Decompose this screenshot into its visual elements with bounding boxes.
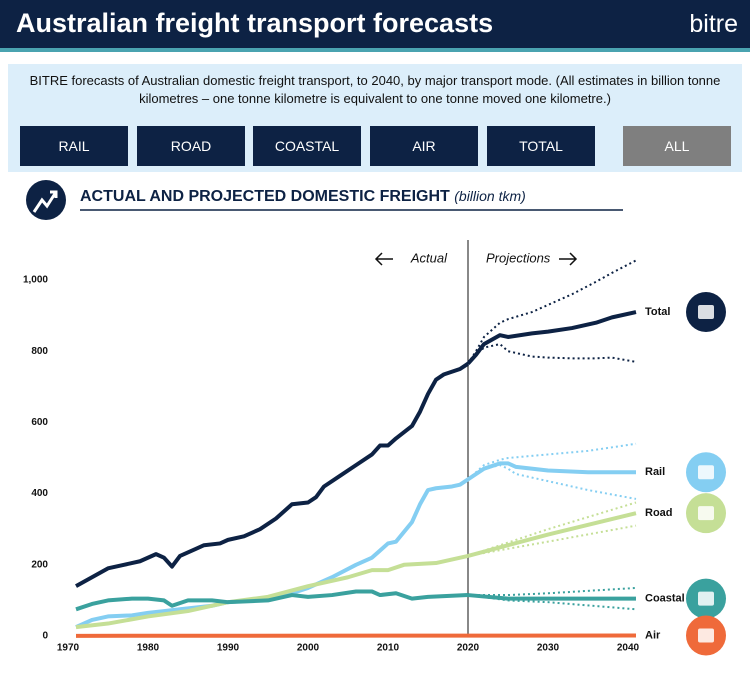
arrow-right xyxy=(559,252,578,266)
x-tick-label: 2040 xyxy=(617,643,640,654)
legend-label: Total xyxy=(645,306,670,318)
filter-button[interactable]: ALL xyxy=(623,126,731,166)
filter-button[interactable]: RAIL xyxy=(20,126,128,166)
arrow-left xyxy=(374,252,393,266)
projection-bound xyxy=(467,501,637,557)
page-title: Australian freight transport forecasts xyxy=(16,8,494,38)
description: BITRE forecasts of Australian domestic f… xyxy=(29,73,721,106)
x-tick-label: 1970 xyxy=(57,643,80,654)
x-tick-label: 2020 xyxy=(457,643,480,654)
chart-subtitle: (billion tkm) xyxy=(454,188,526,204)
series-line xyxy=(467,593,636,601)
chart-icon xyxy=(26,180,66,220)
x-tick-label: 2000 xyxy=(297,643,320,654)
y-tick-label: 0 xyxy=(42,631,48,642)
projection-bound xyxy=(467,343,637,365)
legend-icon-glyph xyxy=(698,465,714,480)
legend-icon-glyph xyxy=(698,305,714,320)
legend-label: Air xyxy=(645,629,661,641)
x-tick-label: 1980 xyxy=(137,643,160,654)
legend-label: Road xyxy=(645,507,673,519)
chart: ACTUAL AND PROJECTED DOMESTIC FREIGHT (b… xyxy=(23,180,726,656)
projection-bound xyxy=(467,259,637,365)
y-tick-label: 400 xyxy=(31,488,48,499)
filter-button[interactable]: AIR xyxy=(370,126,478,166)
series-line xyxy=(466,310,637,365)
series-line xyxy=(467,511,637,558)
series-line xyxy=(75,361,470,588)
chart-title-text: ACTUAL AND PROJECTED DOMESTIC FREIGHT xyxy=(80,188,450,205)
filter-button[interactable]: ROAD xyxy=(137,126,245,166)
y-tick-label: 1,000 xyxy=(23,275,48,286)
x-tick-label: 1990 xyxy=(217,643,240,654)
x-tick-label: 2010 xyxy=(377,643,400,654)
filter-button[interactable]: TOTAL xyxy=(487,126,595,166)
legend-icon-glyph xyxy=(698,506,714,521)
y-tick-label: 800 xyxy=(31,346,48,357)
projection-bound xyxy=(468,586,637,597)
series-line xyxy=(75,477,470,629)
legend-label: Coastal xyxy=(645,593,685,605)
legend-label: Rail xyxy=(645,466,665,478)
y-tick-label: 600 xyxy=(31,417,48,428)
header: Australian freight transport forecasts b… xyxy=(0,0,750,52)
actual-label: Actual xyxy=(410,250,448,265)
projection-bound xyxy=(467,524,637,557)
logo: bitre xyxy=(689,10,738,38)
filter-button[interactable]: COASTAL xyxy=(253,126,361,166)
chart-title: ACTUAL AND PROJECTED DOMESTIC FREIGHT (b… xyxy=(80,188,526,206)
series-line xyxy=(75,589,469,612)
x-tick-label: 2030 xyxy=(537,643,560,654)
projections-label: Projections xyxy=(486,250,551,265)
legend-icon-glyph xyxy=(698,628,714,643)
legend-icon-glyph xyxy=(698,591,714,606)
series-line xyxy=(75,553,469,630)
chart-icon-glyph xyxy=(32,190,58,213)
series-line xyxy=(466,461,636,482)
projection-bound xyxy=(467,442,637,481)
y-tick-label: 200 xyxy=(31,559,48,570)
